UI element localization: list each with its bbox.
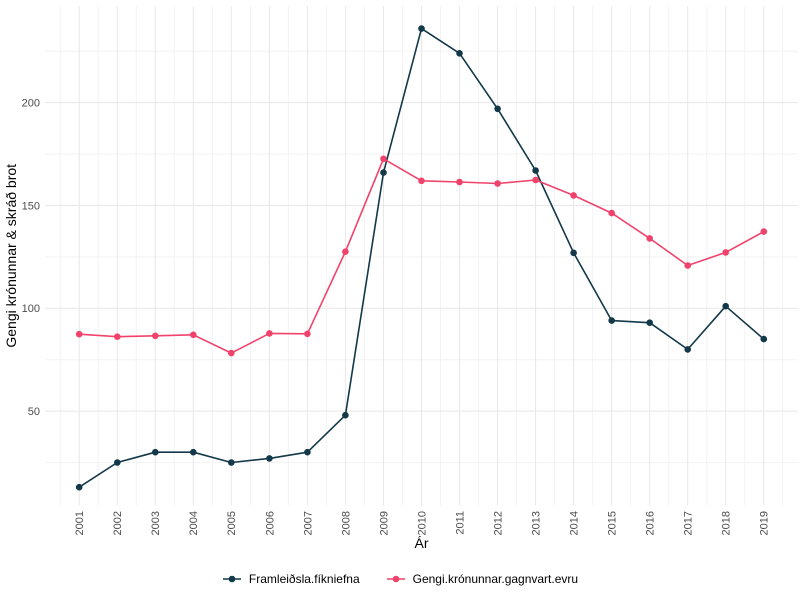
- data-point: [380, 169, 387, 176]
- x-tick-group: 2008: [340, 511, 352, 535]
- data-point: [722, 249, 729, 256]
- x-tick-label: 2004: [188, 511, 200, 535]
- x-tick-label: 2005: [226, 511, 238, 535]
- x-tick-group: 2004: [188, 511, 200, 535]
- data-point: [152, 332, 159, 340]
- x-tick-group: 2011: [454, 511, 466, 535]
- x-tick-label: 2011: [454, 511, 466, 535]
- x-tick-group: 2015: [607, 511, 619, 535]
- data-point: [228, 349, 235, 357]
- x-tick-label: 2018: [721, 511, 733, 535]
- x-tick-label: 2014: [568, 511, 580, 535]
- data-point: [684, 262, 691, 269]
- data-point: [342, 411, 349, 419]
- x-tick-label: 2007: [302, 511, 314, 535]
- x-tick-group: 2016: [645, 511, 657, 535]
- legend-item-1: Gengi.krónunnar.gagnvart.evru: [386, 572, 578, 586]
- x-tick-group: 2017: [683, 511, 695, 535]
- data-point: [418, 25, 425, 32]
- data-point: [722, 302, 729, 310]
- series-layer: [75, 25, 768, 491]
- legend-key-icon: [222, 575, 241, 583]
- x-tick-group: 2009: [378, 511, 390, 535]
- data-point: [266, 330, 273, 337]
- legend-label: Gengi.krónunnar.gagnvart.evru: [412, 572, 579, 586]
- y-axis-title: Gengi krónunnar & skráð brot: [3, 164, 19, 348]
- data-point: [190, 331, 197, 339]
- x-tick-label: 2019: [759, 511, 771, 535]
- data-point: [494, 105, 501, 113]
- legend-key-icon: [386, 575, 405, 583]
- chart-legend: Framleiðsla.fíkniefna Gengi.krónunnar.gag…: [0, 568, 800, 590]
- legend-key-point-icon: [228, 575, 236, 583]
- x-tick-label: 2002: [112, 511, 124, 535]
- data-point: [760, 228, 768, 235]
- data-point: [456, 50, 463, 57]
- x-tick-group: 2010: [416, 511, 428, 535]
- x-tick-label: 2016: [645, 511, 657, 535]
- x-tick-label: 2003: [150, 511, 162, 535]
- data-point: [75, 330, 83, 338]
- x-tick-label: 2010: [416, 511, 428, 535]
- data-point: [75, 483, 83, 491]
- legend-item-0: Framleiðsla.fíkniefna: [222, 572, 360, 586]
- x-tick-group: 2002: [112, 511, 124, 535]
- legend-key-point-icon: [392, 575, 399, 583]
- data-point: [532, 167, 539, 174]
- x-tick-group: 2007: [302, 511, 314, 535]
- data-point: [114, 333, 121, 341]
- x-tick-label: 2009: [378, 511, 390, 535]
- x-tick-label: 2006: [264, 511, 276, 535]
- data-point: [494, 180, 501, 187]
- data-point: [646, 319, 653, 327]
- x-tick-label: 2001: [74, 511, 86, 535]
- x-tick-group: 2001: [74, 511, 86, 535]
- grid-minor-lines: [45, 6, 798, 506]
- y-tick-label: 200: [22, 98, 40, 110]
- data-point: [456, 178, 463, 186]
- x-tick-group: 2019: [759, 511, 771, 535]
- x-tick-label: 2008: [340, 511, 352, 535]
- x-axis-tick-labels: 2001 2002 2003 2004 2005 2006 2007 2008 2009 2010…: [74, 511, 771, 535]
- data-point: [266, 455, 273, 462]
- grid-major-lines: [45, 6, 798, 506]
- data-point: [190, 448, 197, 456]
- x-axis-title: Ár: [415, 535, 429, 551]
- data-point: [152, 448, 159, 456]
- x-tick-group: 2006: [264, 511, 276, 535]
- data-point: [418, 177, 425, 185]
- x-tick-group: 2012: [492, 511, 504, 535]
- x-tick-label: 2012: [492, 511, 504, 535]
- data-point: [570, 192, 577, 199]
- data-point: [304, 330, 311, 338]
- data-point: [342, 248, 349, 255]
- x-tick-group: 2005: [226, 511, 238, 535]
- data-point: [608, 209, 615, 217]
- data-point: [532, 176, 539, 184]
- data-point: [114, 459, 121, 466]
- data-point: [646, 235, 653, 242]
- data-point: [684, 346, 691, 353]
- x-tick-group: 2014: [568, 511, 580, 535]
- y-tick-label: 100: [22, 303, 40, 315]
- x-tick-group: 2003: [150, 511, 162, 535]
- data-point: [570, 249, 577, 257]
- y-tick-label: 50: [28, 406, 40, 418]
- y-tick-label: 150: [22, 200, 40, 212]
- data-point: [760, 335, 768, 343]
- data-point: [380, 155, 387, 163]
- x-tick-group: 2018: [721, 511, 733, 535]
- data-point: [304, 448, 311, 456]
- x-tick-label: 2015: [607, 511, 619, 535]
- legend-label: Framleiðsla.fíkniefna: [248, 572, 360, 586]
- data-point: [608, 317, 615, 324]
- x-tick-label: 2017: [683, 511, 695, 535]
- data-point: [228, 459, 235, 466]
- y-axis-tick-labels: 50 100 150 200: [22, 98, 40, 418]
- x-tick-label: 2013: [530, 511, 542, 535]
- x-tick-group: 2013: [530, 511, 542, 535]
